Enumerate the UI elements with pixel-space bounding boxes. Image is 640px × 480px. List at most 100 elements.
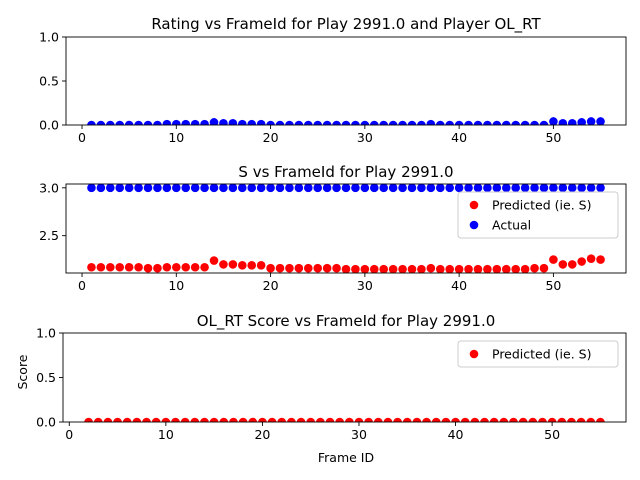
speed-series-0-point	[172, 263, 181, 272]
speed-series-0-point	[427, 264, 436, 273]
rating-y-tick-label: 0.0	[39, 118, 59, 133]
speed-series-0-point	[238, 261, 247, 270]
speed-series-1-point	[304, 184, 313, 193]
speed-series-1-point	[596, 184, 605, 193]
speed-series-1-point	[370, 184, 379, 193]
rating-series-0-point	[229, 119, 238, 128]
speed-series-0-point	[464, 265, 473, 274]
score-legend-label: Predicted (ie. S)	[492, 347, 591, 362]
rating-axes: 0 10 20 30 40 500.00.51.0	[39, 30, 626, 146]
speed-series-0-point	[483, 265, 492, 274]
speed-series-1-point	[427, 184, 436, 193]
speed-series-0-point	[295, 264, 304, 273]
speed-series-1-point	[521, 184, 530, 193]
rating-series-0-point	[191, 120, 200, 129]
speed-series-1-point	[191, 184, 200, 193]
score-y-tick-label: 0.0	[36, 415, 56, 430]
speed-series-1-point	[163, 184, 172, 193]
speed-x-tick-label: 20	[263, 278, 279, 293]
speed-series-1-point	[97, 184, 106, 193]
speed-series-1-point	[389, 184, 398, 193]
speed-series-1-point	[559, 184, 568, 193]
speed-series-0-point	[577, 257, 586, 266]
speed-series-1-point	[436, 184, 445, 193]
speed-series-0-point	[332, 264, 341, 273]
speed-panel: S vs FrameId for Play 2991.0 0 10 20 30 40 50…	[39, 163, 626, 293]
speed-series-1-point	[247, 184, 256, 193]
speed-series-0-point	[342, 265, 351, 274]
speed-series-0-point	[351, 265, 360, 274]
speed-series-1-point	[153, 184, 162, 193]
speed-series-0-point	[134, 263, 143, 272]
score-panel: OL_RT Score vs FrameId for Play 2991.0 0…	[15, 312, 626, 465]
rating-x-tick-label: 20	[263, 130, 279, 145]
rating-series-0-point	[559, 119, 568, 128]
speed-series-0-point	[144, 264, 153, 273]
speed-series-1-point	[323, 184, 332, 193]
speed-series-0-point	[549, 255, 558, 264]
rating-marks	[87, 117, 605, 129]
speed-series-0-point	[568, 260, 577, 269]
speed-series-0-point	[521, 265, 530, 274]
speed-legend: Predicted (ie. S) Actual	[458, 192, 618, 238]
speed-legend-label: Actual	[492, 218, 531, 233]
rating-x-tick-label: 30	[357, 130, 373, 145]
score-y-tick-label: 1.0	[36, 326, 56, 341]
rating-series-0-point	[247, 120, 256, 129]
speed-series-0-point	[398, 265, 407, 274]
speed-series-0-point	[313, 264, 322, 273]
rating-series-0-point	[568, 119, 577, 128]
speed-series-0-point	[247, 261, 256, 270]
rating-series-0-point	[163, 120, 172, 129]
speed-legend-label: Predicted (ie. S)	[492, 198, 591, 213]
speed-series-1-point	[172, 184, 181, 193]
speed-chart-title: S vs FrameId for Play 2991.0	[238, 163, 453, 181]
speed-series-1-point	[181, 184, 190, 193]
speed-series-1-point	[115, 184, 124, 193]
speed-series-1-point	[379, 184, 388, 193]
x-axis-label: Frame ID	[318, 450, 374, 465]
speed-series-0-point	[106, 263, 115, 272]
rating-series-0-point	[257, 120, 266, 129]
speed-series-1-point	[210, 184, 219, 193]
speed-series-0-point	[361, 265, 370, 274]
speed-series-0-point	[455, 265, 464, 274]
speed-series-1-point	[87, 184, 96, 193]
speed-series-0-point	[210, 256, 219, 265]
speed-series-0-point	[304, 264, 313, 273]
rating-y-tick-label: 0.5	[39, 74, 59, 89]
score-x-tick-label: 50	[544, 427, 560, 442]
speed-series-1-point	[276, 184, 285, 193]
speed-x-tick-label: 0	[78, 278, 86, 293]
speed-series-1-point	[106, 184, 115, 193]
speed-series-1-point	[332, 184, 341, 193]
speed-x-tick-label: 50	[545, 278, 561, 293]
speed-x-tick-label: 40	[451, 278, 467, 293]
speed-series-0-point	[219, 260, 228, 269]
speed-legend-marker	[470, 201, 479, 210]
speed-series-1-point	[408, 184, 417, 193]
speed-y-tick-label: 3.0	[39, 180, 59, 195]
speed-series-1-point	[549, 184, 558, 193]
speed-series-0-point	[559, 260, 568, 269]
rating-x-tick-label: 50	[545, 130, 561, 145]
speed-series-0-point	[266, 264, 275, 273]
speed-series-0-point	[540, 264, 549, 273]
score-x-tick-label: 0	[65, 427, 73, 442]
speed-series-0-point	[408, 265, 417, 274]
speed-series-1-point	[464, 184, 473, 193]
speed-y-tick-label: 2.5	[39, 228, 59, 243]
speed-series-0-point	[285, 264, 294, 273]
speed-series-1-point	[313, 184, 322, 193]
speed-series-1-point	[493, 184, 502, 193]
rating-panel: Rating vs FrameId for Play 2991.0 and Pl…	[39, 15, 626, 145]
speed-x-tick-label: 10	[168, 278, 184, 293]
speed-series-0-point	[417, 265, 426, 274]
speed-series-1-point	[568, 184, 577, 193]
speed-series-0-point	[200, 263, 209, 272]
speed-series-0-point	[389, 265, 398, 274]
speed-series-0-point	[97, 263, 106, 272]
speed-series-0-point	[115, 263, 124, 272]
speed-legend-marker	[470, 221, 479, 230]
